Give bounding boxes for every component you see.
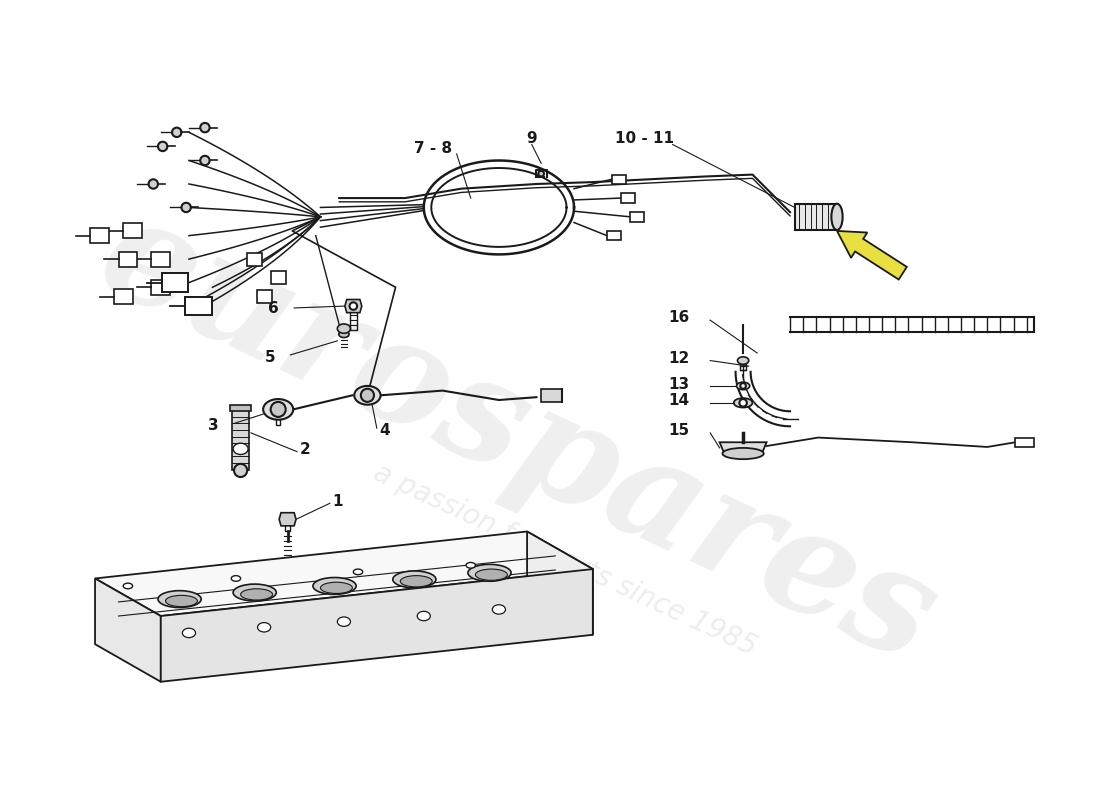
Polygon shape — [232, 410, 249, 470]
Ellipse shape — [338, 617, 351, 626]
Bar — [256, 290, 272, 303]
Bar — [123, 223, 142, 238]
Ellipse shape — [231, 576, 241, 582]
Bar — [621, 194, 635, 202]
Polygon shape — [719, 442, 767, 454]
Bar — [119, 252, 138, 266]
FancyArrow shape — [837, 231, 906, 279]
Bar — [607, 231, 621, 240]
Polygon shape — [230, 405, 251, 411]
Ellipse shape — [257, 622, 271, 632]
Polygon shape — [345, 299, 362, 313]
Ellipse shape — [241, 589, 273, 600]
Text: 5: 5 — [265, 350, 275, 366]
Text: 1: 1 — [332, 494, 343, 509]
Ellipse shape — [338, 324, 351, 334]
Ellipse shape — [468, 564, 512, 582]
Circle shape — [158, 142, 167, 151]
Ellipse shape — [263, 399, 294, 420]
Bar — [185, 297, 211, 315]
Ellipse shape — [123, 583, 133, 589]
Ellipse shape — [320, 582, 352, 594]
Bar — [1015, 438, 1034, 447]
Bar — [152, 280, 170, 295]
Circle shape — [200, 156, 210, 165]
Text: 16: 16 — [669, 310, 690, 325]
Ellipse shape — [165, 595, 197, 606]
Bar — [271, 271, 286, 285]
Bar — [162, 274, 188, 292]
Circle shape — [361, 389, 374, 402]
Ellipse shape — [339, 331, 349, 338]
Text: 7 - 8: 7 - 8 — [414, 141, 452, 156]
Polygon shape — [279, 513, 296, 526]
Text: 4: 4 — [379, 423, 390, 438]
Ellipse shape — [493, 605, 506, 614]
Polygon shape — [541, 389, 562, 402]
Polygon shape — [95, 531, 593, 616]
Polygon shape — [161, 569, 593, 682]
Polygon shape — [795, 204, 837, 230]
Ellipse shape — [734, 398, 752, 407]
Text: eurospares: eurospares — [78, 182, 957, 693]
Circle shape — [350, 302, 358, 310]
Circle shape — [739, 399, 747, 406]
Ellipse shape — [183, 628, 196, 638]
Ellipse shape — [233, 443, 249, 454]
Text: 14: 14 — [669, 394, 690, 409]
Circle shape — [148, 179, 158, 189]
Polygon shape — [527, 531, 593, 635]
Circle shape — [200, 123, 210, 132]
Circle shape — [271, 402, 286, 417]
Ellipse shape — [832, 204, 843, 230]
Text: 2: 2 — [300, 442, 310, 458]
Ellipse shape — [353, 569, 363, 574]
Ellipse shape — [312, 578, 356, 594]
Ellipse shape — [158, 590, 201, 607]
Ellipse shape — [723, 448, 763, 459]
Text: 12: 12 — [669, 351, 690, 366]
Ellipse shape — [233, 584, 276, 601]
Bar — [248, 253, 262, 266]
Ellipse shape — [475, 569, 507, 580]
Circle shape — [234, 464, 248, 477]
Bar — [113, 289, 133, 304]
Circle shape — [172, 128, 182, 137]
Circle shape — [182, 202, 190, 212]
Text: 6: 6 — [268, 302, 279, 316]
Bar — [152, 252, 170, 266]
Text: 15: 15 — [669, 423, 690, 438]
Ellipse shape — [400, 576, 432, 587]
Bar — [90, 228, 109, 243]
Ellipse shape — [354, 386, 381, 405]
Ellipse shape — [466, 562, 475, 568]
Polygon shape — [95, 578, 161, 682]
Bar — [630, 212, 645, 222]
Ellipse shape — [737, 357, 749, 364]
Ellipse shape — [417, 611, 430, 621]
Ellipse shape — [393, 571, 436, 588]
Circle shape — [538, 171, 544, 177]
Text: 10 - 11: 10 - 11 — [615, 131, 674, 146]
Ellipse shape — [737, 382, 750, 390]
Text: 9: 9 — [527, 131, 537, 146]
Text: 3: 3 — [208, 418, 219, 433]
Bar — [612, 174, 626, 184]
Circle shape — [740, 383, 746, 389]
Text: a passion for parts since 1985: a passion for parts since 1985 — [368, 458, 761, 661]
Text: 13: 13 — [669, 377, 690, 391]
